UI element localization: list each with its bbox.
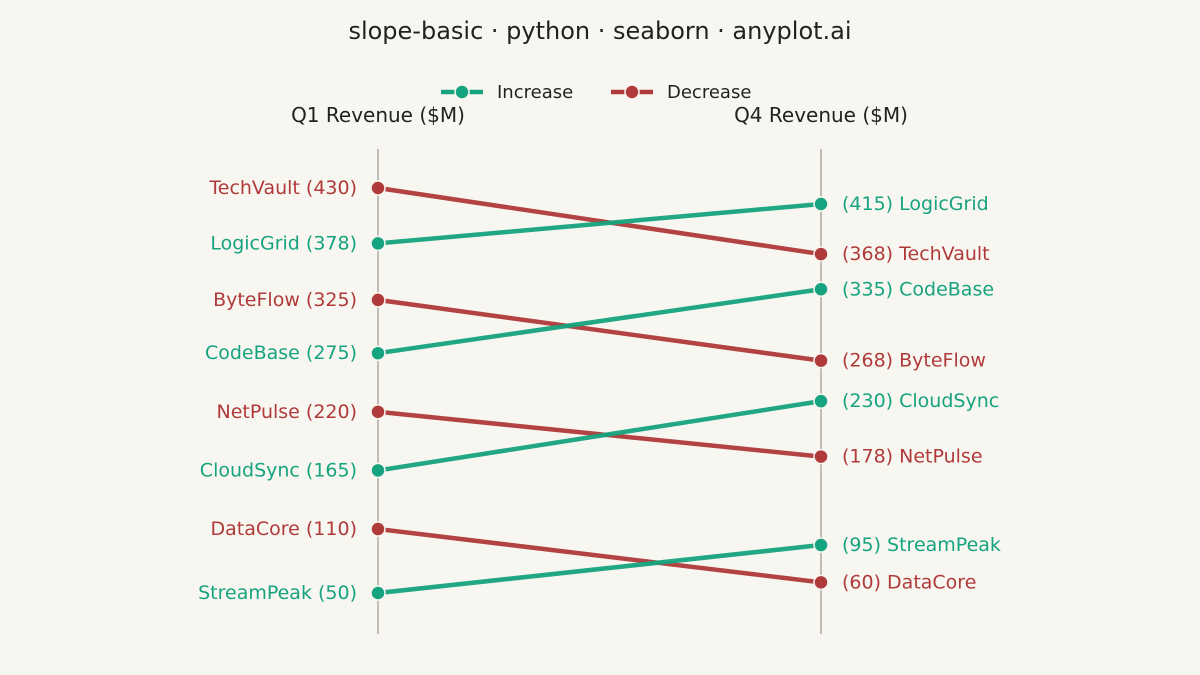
end-label-datacore: (60) DataCore [842, 571, 976, 593]
end-point-byteflow [813, 352, 829, 369]
start-point-codebase [370, 345, 386, 361]
end-point-codebase [813, 281, 829, 297]
end-label-streampeak: (95) StreamPeak [842, 534, 1001, 556]
end-point-logicgrid [813, 196, 829, 212]
start-label-cloudsync: CloudSync (165) [200, 459, 357, 481]
slope-line-streampeak [375, 542, 824, 596]
legend-item-increase: Increase [441, 82, 573, 103]
start-point-cloudsync [370, 462, 386, 479]
end-point-datacore [813, 574, 829, 591]
end-point-streampeak [813, 537, 829, 553]
start-label-techvault: TechVault (430) [208, 177, 357, 199]
start-point-datacore [370, 521, 386, 537]
start-label-datacore: DataCore (110) [211, 518, 357, 540]
start-label-netpulse: NetPulse (220) [216, 401, 357, 423]
end-label-cloudsync: (230) CloudSync [842, 390, 999, 412]
start-label-codebase: CodeBase (275) [205, 342, 357, 364]
end-label-techvault: (368) TechVault [842, 243, 990, 265]
slope-line-logicgrid [375, 201, 824, 246]
slope-line-codebase [375, 287, 824, 356]
end-label-codebase: (335) CodeBase [842, 278, 994, 300]
end-point-cloudsync [813, 393, 829, 409]
slope-line-datacore [375, 526, 824, 585]
end-label-netpulse: (178) NetPulse [842, 446, 983, 468]
slope-line-cloudsync [375, 398, 824, 473]
start-point-streampeak [370, 585, 386, 601]
end-label-byteflow: (268) ByteFlow [842, 350, 986, 372]
slope-lines: TechVault (430) (368) TechVault LogicGrid … [198, 177, 1001, 604]
start-label-byteflow: ByteFlow (325) [213, 289, 357, 311]
right-axis-title: Q4 Revenue ($M) [734, 103, 908, 127]
start-label-logicgrid: LogicGrid (378) [210, 232, 357, 254]
legend-label: Decrease [667, 82, 751, 103]
slope-line-techvault [375, 185, 824, 257]
end-label-logicgrid: (415) LogicGrid [842, 193, 989, 215]
start-point-logicgrid [370, 235, 386, 252]
legend-item-decrease: Decrease [611, 82, 751, 103]
legend-label: Increase [497, 82, 573, 103]
end-point-techvault [813, 246, 829, 262]
left-axis-title: Q1 Revenue ($M) [291, 103, 465, 127]
legend: Increase Decrease [441, 82, 751, 103]
start-label-streampeak: StreamPeak (50) [198, 582, 357, 604]
chart-title: slope-basic · python · seaborn · anyplot… [348, 17, 851, 45]
end-point-netpulse [813, 448, 829, 465]
start-point-byteflow [370, 292, 386, 308]
legend-marker [454, 84, 470, 100]
legend-marker [624, 84, 640, 100]
start-point-techvault [370, 180, 386, 196]
slope-line-byteflow [375, 297, 824, 363]
start-point-netpulse [370, 404, 386, 420]
